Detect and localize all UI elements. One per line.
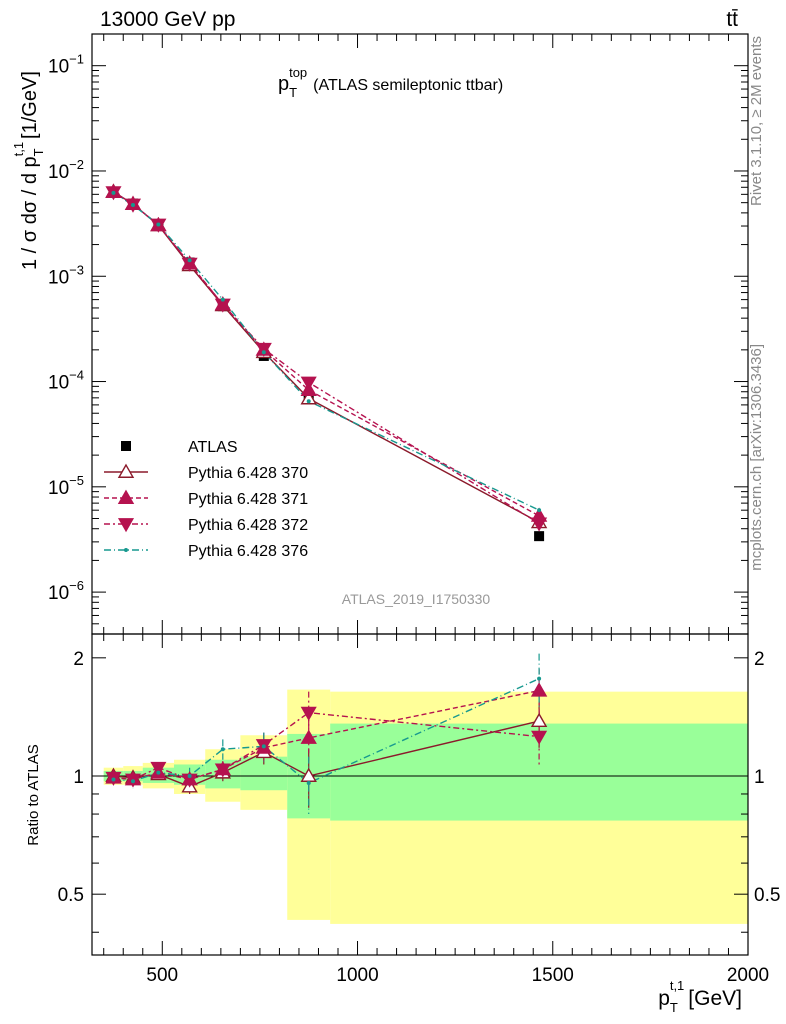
analysis-id: ATLAS_2019_I1750330 (342, 591, 491, 607)
legend-marker-3 (124, 548, 128, 552)
legend-marker-2 (117, 518, 135, 533)
x-axis-label: pTt,1 [GeV] (658, 978, 742, 1015)
ratio-series-3-point-3 (187, 774, 192, 779)
ratio-panel-frame (91, 633, 749, 956)
main-series-3-point-2 (156, 222, 161, 227)
main-y-tick-label-base-5: 10 (48, 57, 69, 78)
main-y-tick-label-4: 10−2 (48, 157, 84, 183)
ratio-series-3-point-2 (156, 770, 161, 775)
ratio-series-2-point-7 (531, 730, 548, 745)
ratio-series-3-point-6 (306, 780, 311, 785)
main-y-tick-label-exp-1: −5 (69, 473, 84, 488)
ratio-series-3-point-4 (220, 747, 225, 752)
ratio-bands (92, 689, 748, 924)
legend-marker-data (121, 441, 131, 451)
ratio-series-3-point-5 (261, 744, 266, 749)
main-y-tick-label-base-4: 10 (48, 162, 69, 183)
plot-title-sup: top (289, 65, 307, 80)
main-series-3-point-1 (131, 203, 135, 208)
plot-title-var: p (278, 73, 289, 95)
main-series-2-point-5 (255, 342, 272, 357)
legend-marker-0 (117, 463, 135, 478)
main-series-3-point-0 (111, 190, 116, 195)
ratio-series-3-point-7 (537, 676, 542, 681)
ratio-series-2-point-2 (150, 761, 167, 776)
main-y-tick-label-exp-0: −6 (69, 578, 84, 593)
main-y-tick-label-2: 10−4 (48, 368, 84, 394)
main-y-tick-label-5: 10−1 (48, 52, 84, 78)
x-tick-label-1: 1000 (336, 965, 378, 986)
legend: ATLAS Pythia 6.428 370 Pythia 6.428 371 Pyt… (104, 439, 308, 560)
main-series-3-point-4 (220, 297, 225, 302)
plot-title: pTtop (ATLAS semileptonic ttbar) (278, 65, 503, 100)
main-series-line-0 (113, 191, 540, 523)
main-y-tick-label-base-0: 10 (48, 583, 69, 604)
x-tick-label-0: 500 (146, 965, 178, 986)
main-series-line-3 (113, 192, 540, 511)
main-series-line-1 (113, 191, 540, 517)
main-y-axis-label-unit: [1/GeV] (19, 71, 41, 139)
ratio-series-2-point-6 (300, 706, 317, 721)
main-panel-marks (105, 183, 548, 542)
x-tick-label-2: 1500 (532, 965, 574, 986)
main-y-tick-label-base-3: 10 (48, 267, 69, 288)
ratio-y-axis-label: Ratio to ATLAS (25, 744, 42, 845)
x-axis-label-sub: T (670, 1000, 678, 1015)
main-series-2-point-7 (531, 517, 548, 532)
main-y-tick-label-exp-4: −2 (69, 157, 84, 172)
plot-title-sub: T (289, 85, 297, 100)
x-tick-label-3: 2000 (727, 965, 769, 986)
main-y-tick-label-exp-5: −1 (69, 52, 84, 67)
main-series-2-point-6 (300, 376, 317, 391)
axes: 500 1000 1500 200010−610−510−410−310−210−10… (48, 33, 780, 986)
main-y-tick-label-exp-2: −4 (69, 368, 84, 383)
main-y-axis-label: 1 / σ dσ / d pTt,1 [1/GeV] (11, 71, 46, 270)
main-y-tick-label-1: 10−5 (48, 473, 84, 499)
main-series-0-point-6 (300, 390, 317, 405)
main-data-point-7 (534, 531, 545, 542)
ratio-series-2-point-4 (214, 763, 231, 778)
main-series-3-point-5 (261, 350, 266, 355)
main-series-3-point-6 (306, 399, 311, 404)
main-y-tick-label-exp-3: −3 (69, 262, 84, 277)
ratio-y-tick-label-right-2: 2 (754, 649, 765, 670)
main-y-tick-label-base-1: 10 (48, 478, 69, 499)
x-axis-label-var: p (658, 987, 670, 1010)
main-y-axis-label-text: 1 / σ dσ / d p (19, 156, 41, 270)
x-axis-label-sup: t,1 (670, 978, 684, 993)
ratio-series-3-point-0 (111, 777, 116, 782)
main-series-3-point-3 (187, 258, 192, 263)
ratio-series-1-point-6 (300, 729, 317, 744)
legend-label-1: Pythia 6.428 371 (188, 491, 308, 508)
main-y-tick-label-3: 10−3 (48, 262, 84, 288)
header-right: tt̄ (726, 8, 738, 31)
ratio-series-1-point-7 (530, 682, 548, 697)
ratio-y-tick-label-0: 0.5 (58, 885, 84, 906)
legend-label-data: ATLAS (188, 439, 238, 456)
header-left: 13000 GeV pp (100, 8, 235, 31)
main-y-tick-label-0: 10−6 (48, 578, 84, 604)
main-y-axis-label-sup: t,1 (11, 142, 26, 156)
legend-marker-1 (117, 489, 135, 504)
ratio-y-tick-label-right-0: 0.5 (754, 885, 780, 906)
ratio-series-3-point-1 (131, 779, 135, 784)
main-y-axis-label-sub: T (31, 148, 46, 156)
plot-title-desc: (ATLAS semileptonic ttbar) (313, 77, 503, 94)
x-axis-label-unit: [GeV] (688, 987, 742, 1010)
main-y-tick-label-base-2: 10 (48, 373, 69, 394)
ratio-y-tick-label-right-1: 1 (754, 767, 765, 788)
legend-label-3: Pythia 6.428 376 (188, 543, 308, 560)
legend-label-2: Pythia 6.428 372 (188, 517, 308, 534)
ratio-y-tick-label-1: 1 (73, 767, 84, 788)
ratio-series-0-point-7 (530, 712, 548, 728)
ratio-panel-marks (105, 653, 548, 815)
main-series-line-2 (113, 191, 540, 524)
legend-label-0: Pythia 6.428 370 (188, 465, 308, 482)
main-series-3-point-7 (537, 508, 542, 513)
ratio-y-tick-label-2: 2 (73, 649, 84, 670)
side-label-mcplots: mcplots.cern.ch [arXiv:1306.3436] (748, 344, 765, 571)
side-label-rivet: Rivet 3.1.10, ≥ 2M events (748, 36, 765, 206)
